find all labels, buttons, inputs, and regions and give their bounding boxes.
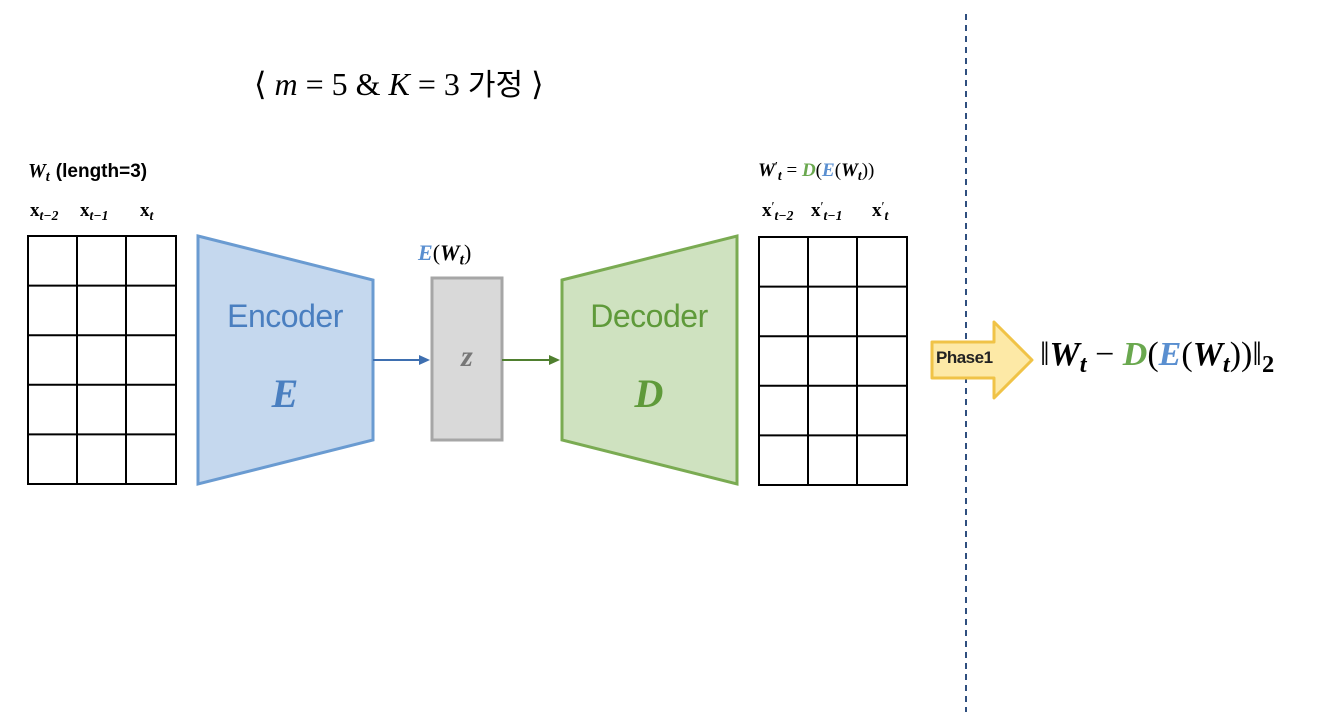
assumption-title: ⟨ m = 5 & K = 3 가정 ⟩ <box>254 60 544 104</box>
decoder-block <box>560 234 739 486</box>
latent-label: E(Wt) <box>418 240 472 269</box>
phase-label: Phase1 <box>936 348 993 367</box>
output-col-header-2: x′t−1 <box>811 199 843 223</box>
title-eq-1: = <box>305 66 324 102</box>
title-k-value: 3 <box>443 66 460 102</box>
input-col-header-2: xt−1 <box>80 200 109 223</box>
title-eq-2: = <box>417 66 436 102</box>
latent-z-block <box>430 276 504 442</box>
encoder-symbol: E <box>271 371 299 416</box>
window-symbol: W <box>28 160 46 182</box>
encoder-block <box>196 234 375 486</box>
reconstruction-label: W′t = D(E(Wt)) <box>758 159 875 183</box>
phase-arrow <box>930 320 1034 400</box>
window-symbol-sub: t <box>45 169 50 186</box>
input-col-header-1: xt−2 <box>30 200 59 223</box>
title-m-symbol: m <box>274 66 298 102</box>
title-m-value: 5 <box>331 66 348 102</box>
latent-to-decoder-arrow <box>502 355 560 365</box>
input-window-grid <box>27 235 177 485</box>
output-col-header-3: x′t <box>872 199 889 223</box>
title-close-bracket: ⟩ <box>531 66 544 102</box>
latent-symbol: z <box>461 340 473 373</box>
output-col-header-1: x′t−2 <box>762 199 794 223</box>
title-ampersand: & <box>355 66 381 102</box>
title-open-bracket: ⟨ <box>254 66 267 102</box>
encoder-label: Encoder <box>227 298 343 334</box>
title-k-symbol: K <box>388 66 410 102</box>
input-col-header-3: xt <box>140 200 154 223</box>
decoder-symbol: D <box>634 371 664 416</box>
encoder-to-latent-arrow <box>373 355 430 365</box>
input-window-label: Wt (length=3) <box>28 160 148 186</box>
window-length-desc: (length=3) <box>55 161 148 182</box>
output-window-grid <box>758 236 908 486</box>
reconstruction-loss: ‖Wt − D(E(Wt))‖2 <box>1040 336 1275 378</box>
decoder-label: Decoder <box>590 298 708 334</box>
title-assume-word: 가정 <box>467 68 524 103</box>
